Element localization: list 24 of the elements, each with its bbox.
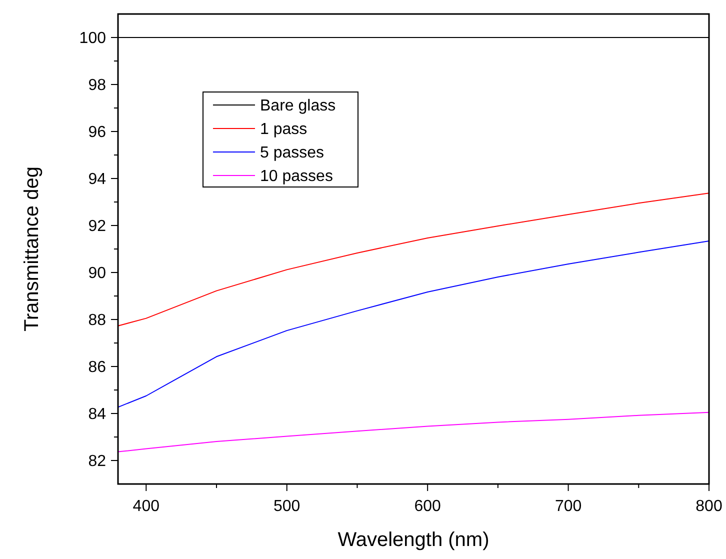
x-tick-label: 400 bbox=[132, 498, 160, 515]
legend-label: Bare glass bbox=[260, 98, 336, 115]
legend-label: 5 passes bbox=[260, 144, 324, 162]
y-axis-title: Transmittance deg bbox=[21, 166, 43, 332]
x-axis-title: Wavelength (nm) bbox=[338, 529, 490, 551]
y-tick-label: 92 bbox=[88, 218, 106, 236]
y-tick-label: 84 bbox=[88, 406, 106, 424]
x-tick-label: 800 bbox=[696, 498, 722, 515]
y-tick-label: 88 bbox=[88, 312, 106, 330]
legend-label: 10 passes bbox=[260, 168, 333, 186]
y-tick-label: 94 bbox=[88, 171, 106, 188]
y-tick-label: 100 bbox=[79, 30, 106, 48]
legend-label: 1 pass bbox=[260, 121, 308, 138]
y-tick-label: 86 bbox=[88, 359, 106, 376]
x-tick-label: 700 bbox=[554, 498, 582, 515]
x-tick-label: 600 bbox=[414, 498, 442, 515]
y-tick-label: 90 bbox=[88, 265, 106, 282]
y-tick-label: 96 bbox=[88, 124, 106, 142]
y-tick-label: 82 bbox=[88, 453, 106, 470]
line-series bbox=[118, 192, 710, 326]
line-series bbox=[118, 240, 710, 408]
line-series bbox=[118, 412, 710, 452]
y-tick-label: 98 bbox=[88, 77, 106, 94]
x-tick-label: 500 bbox=[274, 498, 300, 515]
